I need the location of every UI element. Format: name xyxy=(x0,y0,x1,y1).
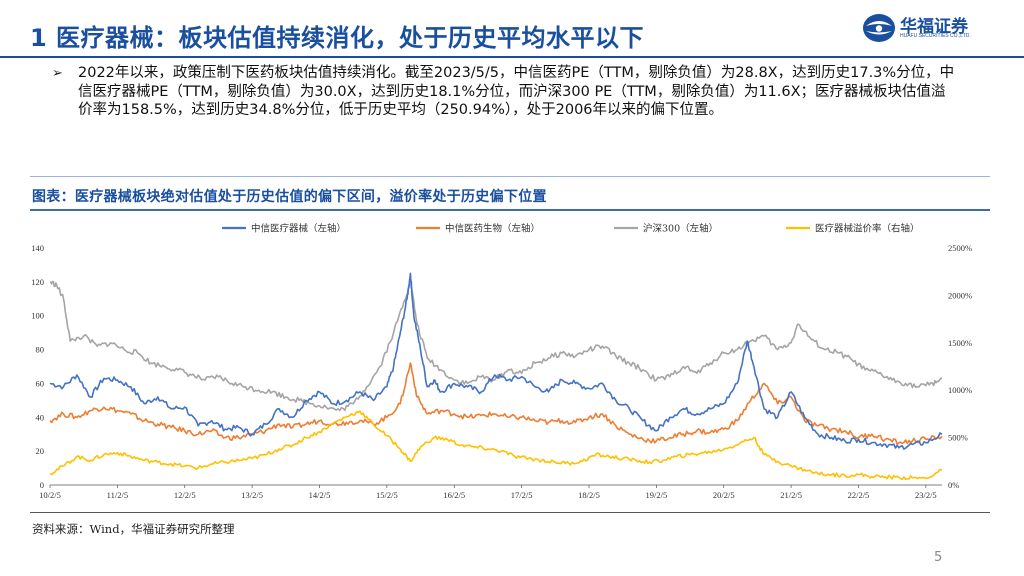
left-tick-label: 60 xyxy=(36,378,45,388)
logo-subtext: HUAFU SECURITIES CO.,LTD. xyxy=(900,33,971,39)
left-tick-label: 80 xyxy=(36,345,45,355)
x-tick-label: 22/2/5 xyxy=(848,490,870,500)
title-divider xyxy=(0,56,1024,58)
legend-label: 中信医疗器械（左轴） xyxy=(251,223,346,235)
x-axis-ticks: 10/2/5 11/2/5 12/2/5 13/2/5 14/2/5 15/2/5 16/2… xyxy=(39,485,937,500)
left-tick-label: 100 xyxy=(31,311,44,321)
legend-label: 中信医药生物（左轴） xyxy=(445,223,540,235)
right-tick-label: 0% xyxy=(948,480,959,490)
summary-paragraph: 2022年以来，政策压制下医药板块估值持续消化。截至2023/5/5，中信医药P… xyxy=(78,65,955,118)
legend-label: 沪深300（左轴） xyxy=(643,223,718,235)
chart-title-divider xyxy=(30,209,990,211)
legend-label: 医疗器械溢价率（右轴） xyxy=(815,223,920,235)
x-tick-label: 17/2/5 xyxy=(511,490,533,500)
chart-legend: 中信医疗器械（左轴） 中信医药生物（左轴） 沪深300（左轴） 医疗器械溢价率（右轴） xyxy=(222,223,920,235)
series-line-0 xyxy=(49,272,943,450)
right-tick-label: 2500% xyxy=(948,243,972,253)
left-axis-ticks: 0 20 40 60 80 100 120 140 xyxy=(31,243,44,490)
left-tick-label: 0 xyxy=(40,480,44,490)
right-tick-label: 2000% xyxy=(948,290,972,300)
page-number: 5 xyxy=(934,550,943,565)
chart-title: 图表：医疗器械板块绝对估值处于历史估值的偏下区间，溢价率处于历史偏下位置 xyxy=(32,189,547,205)
x-tick-label: 11/2/5 xyxy=(107,490,128,500)
x-tick-label: 21/2/5 xyxy=(780,490,802,500)
page-title: 1 医疗器械：板块估值持续消化，处于历史平均水平以下 xyxy=(30,24,645,52)
source-divider xyxy=(30,512,990,513)
chart-series xyxy=(49,272,943,481)
logo-emblem-icon xyxy=(863,14,895,42)
x-tick-label: 15/2/5 xyxy=(376,490,398,500)
right-tick-label: 1500% xyxy=(948,338,972,348)
chart-section-top-rule xyxy=(30,176,990,177)
series-line-3 xyxy=(49,410,943,481)
x-tick-label: 23/2/5 xyxy=(915,490,937,500)
right-axis-ticks: 0% 500% 1000% 1500% 2000% 2500% xyxy=(948,243,972,490)
left-tick-label: 120 xyxy=(31,277,44,287)
right-tick-label: 1000% xyxy=(948,385,972,395)
x-tick-label: 12/2/5 xyxy=(174,490,196,500)
x-tick-label: 19/2/5 xyxy=(645,490,667,500)
right-tick-label: 500% xyxy=(948,433,968,443)
x-tick-label: 16/2/5 xyxy=(443,490,465,500)
x-tick-label: 13/2/5 xyxy=(241,490,263,500)
x-tick-label: 14/2/5 xyxy=(309,490,331,500)
data-source-note: 资料来源：Wind，华福证券研究所整理 xyxy=(32,522,235,536)
x-tick-label: 10/2/5 xyxy=(39,490,61,500)
left-tick-label: 40 xyxy=(36,412,45,422)
x-tick-label: 20/2/5 xyxy=(713,490,735,500)
left-tick-label: 140 xyxy=(31,243,44,253)
x-tick-label: 18/2/5 xyxy=(578,490,600,500)
left-tick-label: 20 xyxy=(36,446,45,456)
bullet-marker-icon: ➢ xyxy=(52,66,63,81)
logo-text: 华福证券 xyxy=(900,17,968,37)
series-line-2 xyxy=(49,280,942,412)
company-logo: 华福证券 HUAFU SECURITIES CO.,LTD. xyxy=(862,12,1012,44)
